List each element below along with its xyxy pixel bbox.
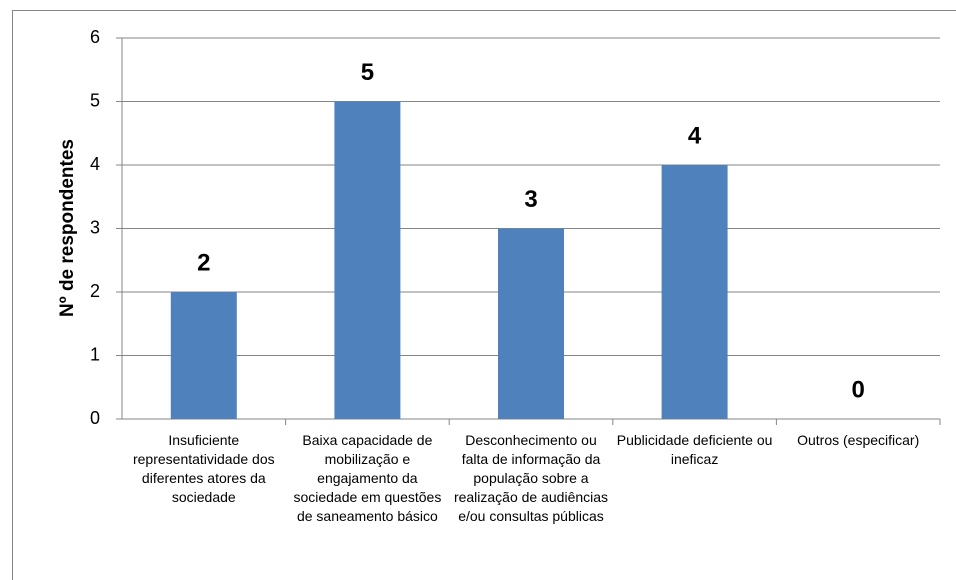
data-label: 4 [688,122,702,149]
bar [334,101,401,419]
y-tick-label: 5 [90,90,100,110]
y-tick-label: 3 [90,217,100,237]
data-label: 3 [524,186,537,213]
y-tick-label: 6 [90,27,100,47]
x-tick-label: Publicidade deficiente ou ineficaz [616,432,773,467]
data-label: 5 [361,59,374,86]
y-tick-label: 0 [90,408,100,428]
bar [170,292,237,419]
x-tick-label: Baixa capacidade de mobilização e engaja… [293,432,442,524]
bar [498,228,564,419]
data-label: 2 [197,249,210,276]
chart-border [12,10,956,580]
y-tick-label: 2 [90,281,100,301]
y-tick-label: 4 [90,154,100,174]
x-tick-label: Outros (especificar) [797,432,920,448]
x-tick-label: Insuficiente representatividade dos dife… [132,432,275,505]
y-tick-label: 1 [90,344,100,364]
x-tick-label: Desconhecimento ou falta de informação d… [453,432,609,524]
data-label: 0 [852,376,865,403]
y-axis-label: Nº de respondentes [57,139,78,317]
bar [661,165,728,419]
